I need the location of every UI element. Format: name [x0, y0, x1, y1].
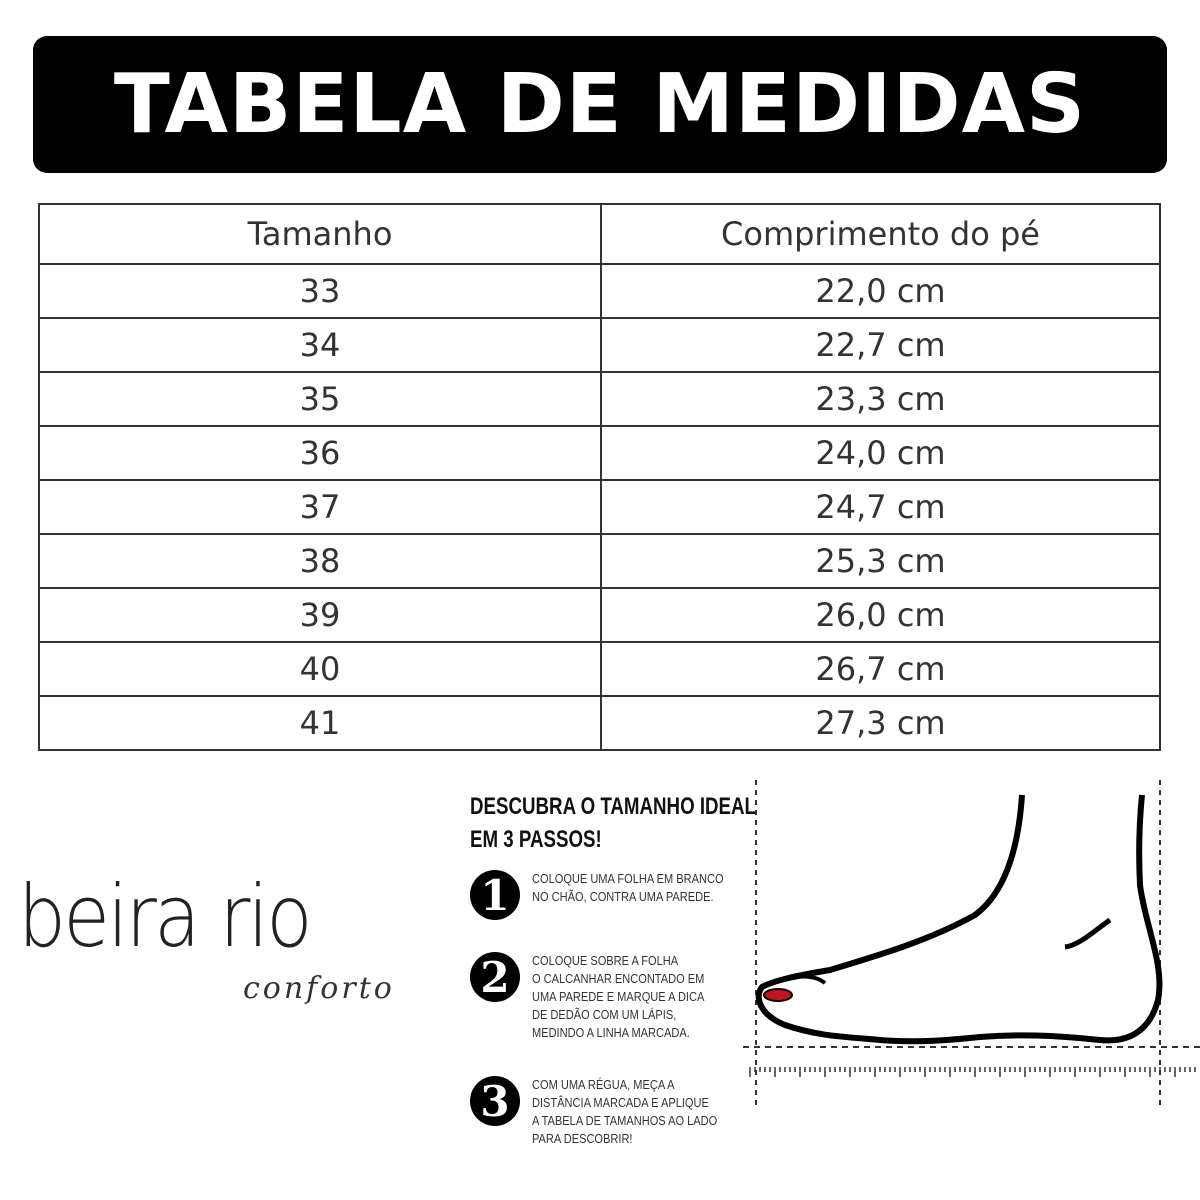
- length-cell: 25,3 cm: [600, 533, 1161, 589]
- table-header-row: Tamanho Comprimento do pé: [38, 203, 1161, 265]
- step-text: COLOQUE UMA FOLHA EM BRANCO NO CHÃO, CON…: [532, 871, 724, 904]
- size-cell: 41: [38, 695, 602, 751]
- length-cell: 22,7 cm: [600, 317, 1161, 373]
- length-cell: 26,0 cm: [600, 587, 1161, 643]
- logo-sub: conforto: [243, 971, 395, 1006]
- title-banner: TABELA DE MEDIDAS: [33, 36, 1167, 173]
- table-row: 36 24,0 cm: [38, 425, 1161, 481]
- toenail-icon: [763, 988, 793, 1002]
- table-row: 33 22,0 cm: [38, 263, 1161, 319]
- size-table: Tamanho Comprimento do pé 33 22,0 cm 34 22,…: [38, 203, 1161, 751]
- step-2: 2 COLOQUE SOBRE A FOLHA O CALCANHAR ENCO…: [470, 952, 782, 1042]
- step-number-icon: 2: [470, 952, 520, 1002]
- size-cell: 37: [38, 479, 602, 535]
- size-cell: 35: [38, 371, 602, 427]
- page-title: TABELA DE MEDIDAS: [113, 57, 1087, 152]
- size-cell: 36: [38, 425, 602, 481]
- foot-ruler-illustration: [740, 780, 1200, 1110]
- size-cell: 40: [38, 641, 602, 697]
- table-row: 37 24,7 cm: [38, 479, 1161, 535]
- length-cell: 23,3 cm: [600, 371, 1161, 427]
- header-length: Comprimento do pé: [600, 203, 1161, 265]
- size-cell: 38: [38, 533, 602, 589]
- ankle-line: [1064, 917, 1112, 950]
- step-number-icon: 1: [470, 870, 520, 920]
- step-3: 3 COM UMA RÉGUA, MEÇA A DISTÂNCIA MARCAD…: [470, 1076, 782, 1148]
- step-text: COM UMA RÉGUA, MEÇA A DISTÂNCIA MARCADA …: [532, 1077, 718, 1146]
- length-cell: 26,7 cm: [600, 641, 1161, 697]
- size-cell: 39: [38, 587, 602, 643]
- length-cell: 22,0 cm: [600, 263, 1161, 319]
- guide-title-1: DESCUBRA O TAMANHO IDEAL: [470, 793, 756, 820]
- size-cell: 33: [38, 263, 602, 319]
- table-row: 35 23,3 cm: [38, 371, 1161, 427]
- size-cell: 34: [38, 317, 602, 373]
- step-text: COLOQUE SOBRE A FOLHA O CALCANHAR ENCONT…: [532, 953, 705, 1040]
- ruler: [749, 1067, 1196, 1077]
- table-row: 41 27,3 cm: [38, 695, 1161, 751]
- logo-main: beira rio: [18, 867, 312, 967]
- measure-guide: DESCUBRA O TAMANHO IDEAL EM 3 PASSOS! 1 …: [470, 790, 756, 1146]
- length-cell: 24,7 cm: [600, 479, 1161, 535]
- length-cell: 24,0 cm: [600, 425, 1161, 481]
- table-row: 40 26,7 cm: [38, 641, 1161, 697]
- step-1: 1 COLOQUE UMA FOLHA EM BRANCO NO CHÃO, C…: [470, 870, 782, 920]
- step-number-icon: 3: [470, 1076, 520, 1126]
- table-row: 39 26,0 cm: [38, 587, 1161, 643]
- header-size: Tamanho: [38, 203, 602, 265]
- length-cell: 27,3 cm: [600, 695, 1161, 751]
- toe-line: [784, 974, 827, 985]
- table-row: 38 25,3 cm: [38, 533, 1161, 589]
- brand-logo: beira rio conforto: [18, 872, 438, 1022]
- guide-title-2: EM 3 PASSOS!: [470, 826, 602, 853]
- foot-outline: [755, 794, 1163, 1045]
- table-row: 34 22,7 cm: [38, 317, 1161, 373]
